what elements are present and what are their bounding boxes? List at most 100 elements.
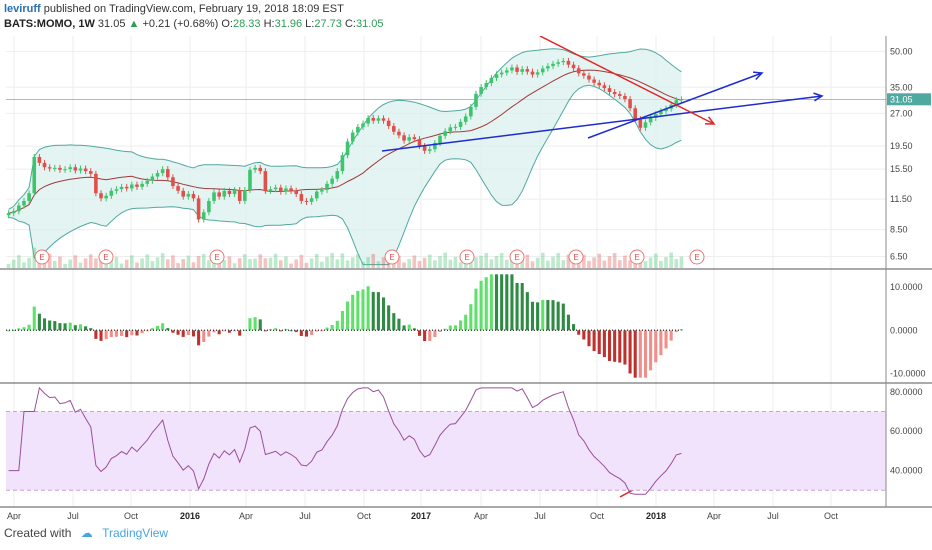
volume-bar	[679, 256, 684, 268]
volume-bar	[546, 260, 550, 268]
earnings-marker	[98, 249, 114, 265]
candle-body	[633, 108, 638, 120]
volume-bar	[294, 259, 299, 268]
candle-body	[314, 191, 319, 199]
candle-body	[309, 198, 314, 202]
candle-body	[474, 93, 478, 107]
chart-area[interactable]: E E E E E E E E E Apr Jul Oct 2016 Apr Jul Oct 2017 Apr J…	[0, 36, 932, 520]
momentum-bar	[402, 325, 406, 331]
change-value: +0.21 (+0.68%)	[142, 18, 219, 30]
momentum-bar	[304, 330, 309, 337]
momentum-bar	[48, 320, 52, 331]
momentum-bar	[181, 330, 185, 337]
volume-bar	[381, 257, 386, 268]
last-price-tag-label: 31.05	[890, 94, 913, 104]
earnings-marker	[629, 249, 645, 265]
volume-bar	[207, 260, 211, 268]
candle-body	[140, 183, 144, 187]
open-value: 28.33	[232, 18, 261, 30]
candle-body	[196, 198, 201, 220]
volume-bar	[83, 258, 88, 268]
momentum-bar	[191, 330, 196, 337]
candle-body	[289, 188, 293, 191]
momentum-bar	[597, 330, 601, 355]
volume-bar	[664, 257, 668, 268]
candle-body	[268, 189, 273, 191]
momentum-bar	[330, 324, 334, 331]
x-axis-label: Oct	[590, 511, 605, 520]
candle-body	[304, 200, 309, 202]
momentum-bar	[479, 280, 483, 331]
momentum-bar	[140, 330, 144, 334]
momentum-bar	[459, 320, 463, 331]
momentum-bar	[654, 330, 658, 363]
momentum-tick-label: -10.0000	[890, 368, 926, 378]
momentum-bar	[125, 330, 129, 338]
x-axis-label: Oct	[357, 511, 372, 520]
momentum-bar	[99, 330, 103, 341]
candle-body	[37, 156, 42, 163]
momentum-bar	[176, 330, 180, 335]
volume-bar	[597, 253, 602, 268]
candle-body	[551, 63, 555, 67]
candle-body	[391, 126, 396, 132]
momentum-bar	[73, 325, 77, 331]
tradingview-logo-icon[interactable]: ☁	[80, 526, 93, 540]
candle-body	[366, 117, 370, 124]
momentum-bar	[346, 301, 350, 331]
volume-bar	[52, 260, 57, 268]
candle-body	[232, 189, 237, 195]
volume-bar	[124, 259, 129, 268]
momentum-bar	[500, 274, 504, 331]
candle-body	[479, 86, 483, 94]
candle-body	[376, 118, 381, 121]
momentum-bar	[551, 300, 555, 331]
candle-body	[453, 126, 458, 128]
moving-average-line	[8, 69, 682, 214]
x-axis-label: Oct	[124, 511, 139, 520]
last-price-tag	[887, 93, 931, 106]
volume-bar	[417, 261, 422, 268]
candle-body	[628, 99, 632, 109]
tradingview-brand[interactable]: TradingView	[102, 526, 169, 540]
volume-bar	[11, 259, 16, 268]
price-tick-label: 50.00	[890, 46, 913, 56]
chart-header: leviruff published on TradingView.com, F…	[4, 2, 624, 36]
volume-bar	[6, 264, 11, 268]
volume-bar	[556, 253, 560, 268]
candle-body	[653, 114, 658, 118]
rsi-panel[interactable]	[6, 386, 886, 495]
momentum-panel[interactable]	[6, 274, 683, 378]
candle-body	[397, 131, 401, 136]
volume-bar	[592, 257, 596, 268]
momentum-bar	[22, 327, 26, 331]
volume-bar	[366, 257, 370, 268]
x-axis-label: Jul	[67, 511, 79, 520]
candle-body	[330, 178, 334, 184]
volume-bar	[628, 260, 632, 268]
volume-bar	[201, 254, 206, 268]
momentum-bar	[392, 313, 396, 331]
volume-bar	[438, 255, 442, 268]
volume-bar	[422, 257, 427, 268]
candle-body	[648, 117, 653, 123]
volume-bar	[330, 253, 334, 268]
volume-bar	[186, 255, 191, 268]
candle-body	[63, 169, 67, 171]
candle-body	[638, 119, 643, 128]
volume-bar	[659, 260, 663, 268]
price-tick-label: 8.50	[890, 225, 908, 235]
candle-body	[494, 74, 499, 78]
momentum-bar	[27, 324, 31, 331]
candle-body	[88, 171, 93, 174]
author-link[interactable]: leviruff	[4, 3, 41, 15]
momentum-bar	[412, 328, 416, 331]
volume-bar	[653, 253, 658, 268]
volume-bar	[248, 259, 252, 268]
momentum-bar	[94, 330, 98, 339]
momentum-bar	[592, 330, 596, 352]
volume-bar	[458, 262, 463, 268]
candle-body	[273, 187, 278, 190]
momentum-bar	[484, 277, 488, 331]
